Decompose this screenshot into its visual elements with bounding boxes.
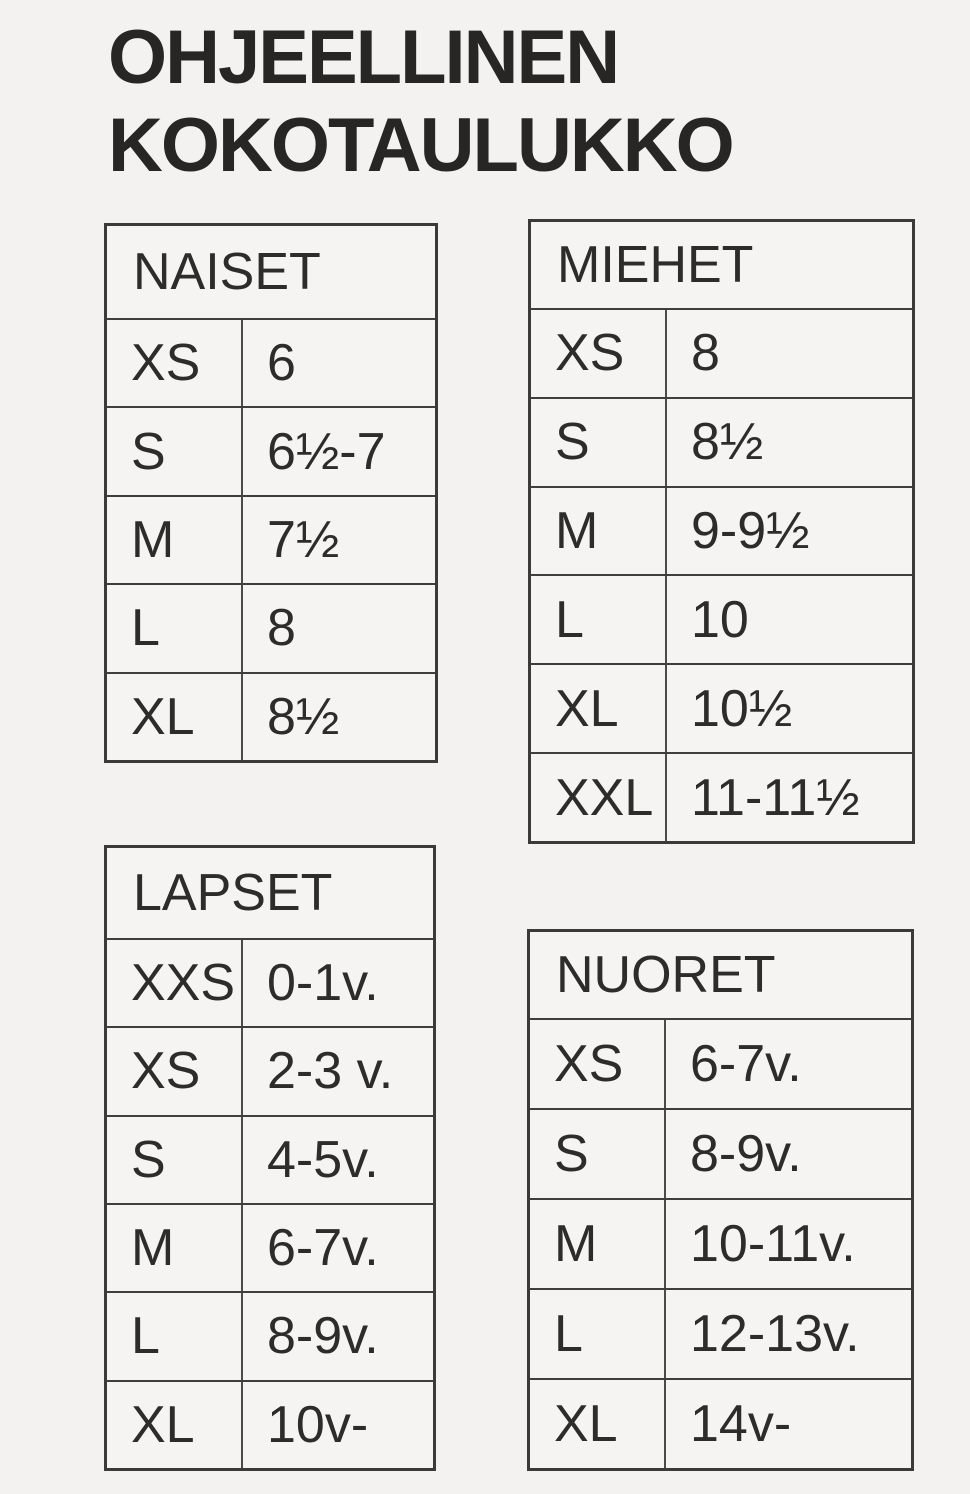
size-value: 6: [267, 334, 296, 393]
table-row: XXL 11-11½: [531, 752, 912, 841]
size-value: 8-9v.: [267, 1307, 379, 1366]
size-value: 10-11v.: [690, 1215, 856, 1273]
size-value: 8-9v.: [690, 1125, 802, 1183]
page-title: OHJEELLINEN KOKOTAULUKKO: [108, 15, 735, 188]
size-value: 8: [691, 324, 720, 383]
table-rows: XS 6-7v. S 8-9v. M 10-11v. L 12-13v. XL 14v-: [530, 1018, 911, 1468]
table-title: LAPSET: [133, 864, 333, 922]
table-row: M 10-11v.: [530, 1198, 911, 1288]
size-value: 7½: [267, 511, 340, 570]
size-label: XL: [107, 1381, 243, 1468]
size-label: L: [107, 585, 243, 672]
size-label: XXL: [531, 754, 667, 841]
table-rows: XXS 0-1v. XS 2-3 v. S 4-5v. M 6-7v. L 8-9v. XL 10v-: [107, 938, 433, 1468]
size-label: XL: [531, 665, 667, 753]
size-label: XS: [530, 1020, 666, 1108]
size-value: 2-3 v.: [267, 1042, 394, 1101]
size-table-lapset: LAPSET XXS 0-1v. XS 2-3 v. S 4-5v. M 6-7v. L 8-9v…: [104, 845, 436, 1471]
size-label: L: [107, 1293, 243, 1380]
table-row: M 9-9½: [531, 485, 912, 575]
size-label: M: [107, 496, 243, 584]
table-row: S 8½: [531, 396, 912, 486]
table-row: S 6½-7: [107, 406, 435, 495]
size-label: M: [107, 1204, 243, 1292]
size-value: 12-13v.: [690, 1305, 860, 1363]
size-label: L: [530, 1290, 666, 1378]
size-label: S: [107, 1116, 243, 1203]
size-value: 6-7v.: [690, 1035, 802, 1093]
table-title: NAISET: [133, 243, 321, 301]
size-value: 9-9½: [691, 502, 810, 561]
table-row: XL 10½: [531, 663, 912, 753]
table-row: L 8-9v.: [107, 1291, 433, 1380]
size-value: 0-1v.: [267, 954, 379, 1013]
table-row: XL 14v-: [530, 1378, 911, 1468]
table-row: XS 6-7v.: [530, 1018, 911, 1108]
table-row: L 10: [531, 574, 912, 664]
table-title: NUORET: [556, 946, 776, 1004]
size-label: XS: [107, 1028, 243, 1115]
table-title: MIEHET: [557, 236, 754, 294]
size-value: 14v-: [690, 1395, 792, 1453]
size-label: XS: [531, 310, 667, 397]
size-label: XL: [107, 673, 243, 761]
table-row: XL 8½: [107, 671, 435, 761]
size-value: 8½: [691, 413, 764, 472]
size-label: XXS: [107, 940, 243, 1027]
table-row: L 12-13v.: [530, 1288, 911, 1378]
size-table-nuoret: NUORET XS 6-7v. S 8-9v. M 10-11v. L 12-13v. XL 14…: [527, 929, 914, 1471]
size-table-naiset: NAISET XS 6 S 6½-7 M 7½ L 8 XL 8½: [104, 223, 438, 763]
size-label: M: [530, 1200, 666, 1288]
size-value: 8½: [267, 687, 340, 746]
size-label: XL: [530, 1380, 666, 1468]
table-rows: XS 6 S 6½-7 M 7½ L 8 XL 8½: [107, 318, 435, 761]
size-value: 6-7v.: [267, 1219, 379, 1278]
size-label: S: [531, 398, 667, 486]
size-value: 8: [267, 599, 296, 658]
size-value: 11-11½: [691, 768, 860, 827]
table-row: S 4-5v.: [107, 1114, 433, 1203]
size-label: XS: [107, 320, 243, 407]
size-label: S: [107, 408, 243, 495]
table-row: M 6-7v.: [107, 1202, 433, 1292]
table-row: XS 6: [107, 318, 435, 407]
table-row: M 7½: [107, 494, 435, 584]
table-row: XS 8: [531, 308, 912, 397]
table-rows: XS 8 S 8½ M 9-9½ L 10 XL 10½ XXL 11-11½: [531, 308, 912, 841]
size-table-miehet: MIEHET XS 8 S 8½ M 9-9½ L 10 XL 10½ XXL 11-11½: [528, 219, 915, 844]
size-value: 6½-7: [267, 422, 386, 481]
size-value: 10½: [691, 679, 793, 738]
size-value: 10v-: [267, 1395, 369, 1454]
size-label: L: [531, 576, 667, 664]
table-row: XS 2-3 v.: [107, 1026, 433, 1115]
size-value: 10: [691, 590, 749, 649]
size-label: M: [531, 487, 667, 575]
size-label: S: [530, 1110, 666, 1198]
table-row: XL 10v-: [107, 1379, 433, 1468]
size-value: 4-5v.: [267, 1130, 379, 1189]
table-row: S 8-9v.: [530, 1108, 911, 1198]
table-row: XXS 0-1v.: [107, 938, 433, 1027]
